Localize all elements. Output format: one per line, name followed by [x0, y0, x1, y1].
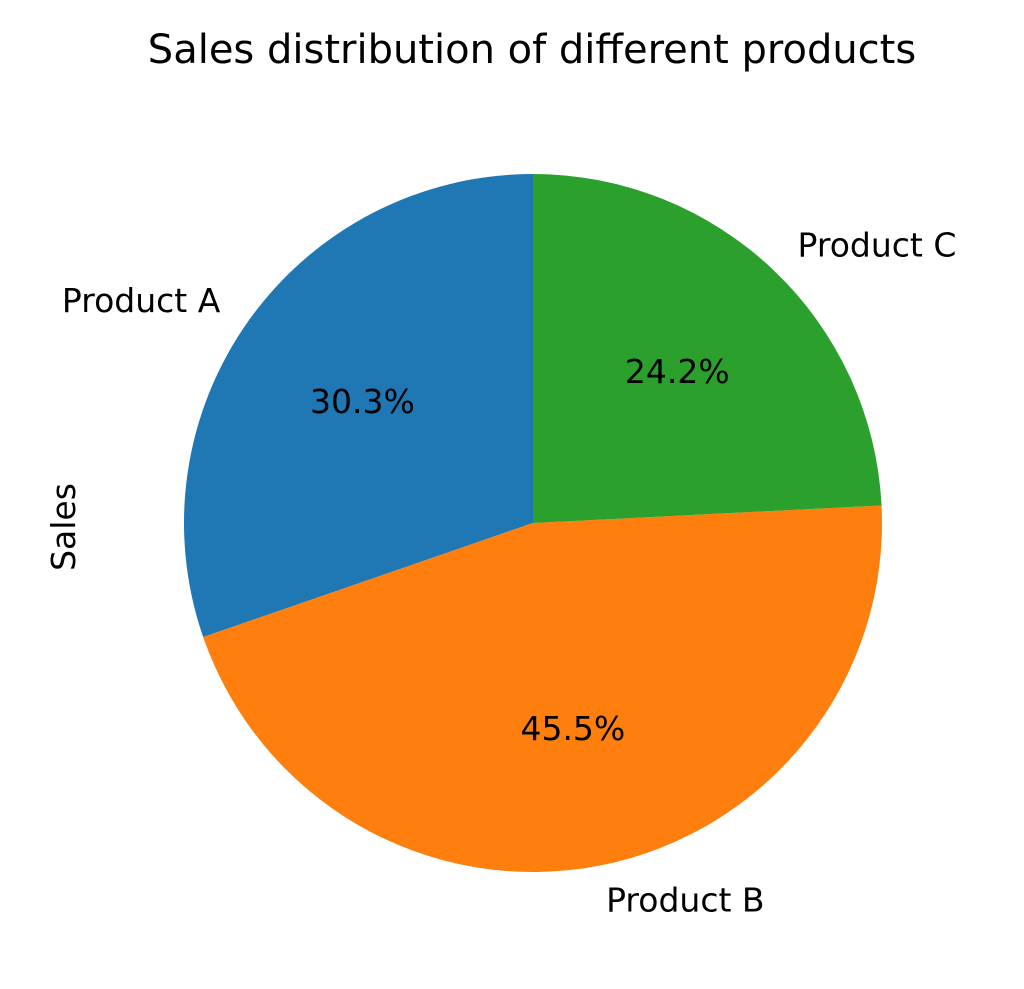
category-label-product-b: Product B	[606, 880, 764, 919]
pie-slice-product-a	[183, 174, 533, 638]
percent-label-product-b: 45.5%	[520, 709, 625, 748]
chart-title: Sales distribution of different products	[148, 27, 916, 73]
category-label-product-c: Product C	[798, 225, 957, 264]
pie-labels: Product A 30.3% Product B 45.5% Product C 24.…	[62, 225, 956, 919]
y-axis-label: Sales	[44, 483, 83, 571]
percent-label-product-c: 24.2%	[625, 352, 730, 391]
percent-label-product-a: 30.3%	[310, 382, 415, 421]
pie-slices	[183, 174, 883, 872]
pie-slice-product-b	[203, 505, 883, 872]
pie-slice-product-c	[533, 174, 882, 523]
category-label-product-a: Product A	[62, 281, 221, 320]
